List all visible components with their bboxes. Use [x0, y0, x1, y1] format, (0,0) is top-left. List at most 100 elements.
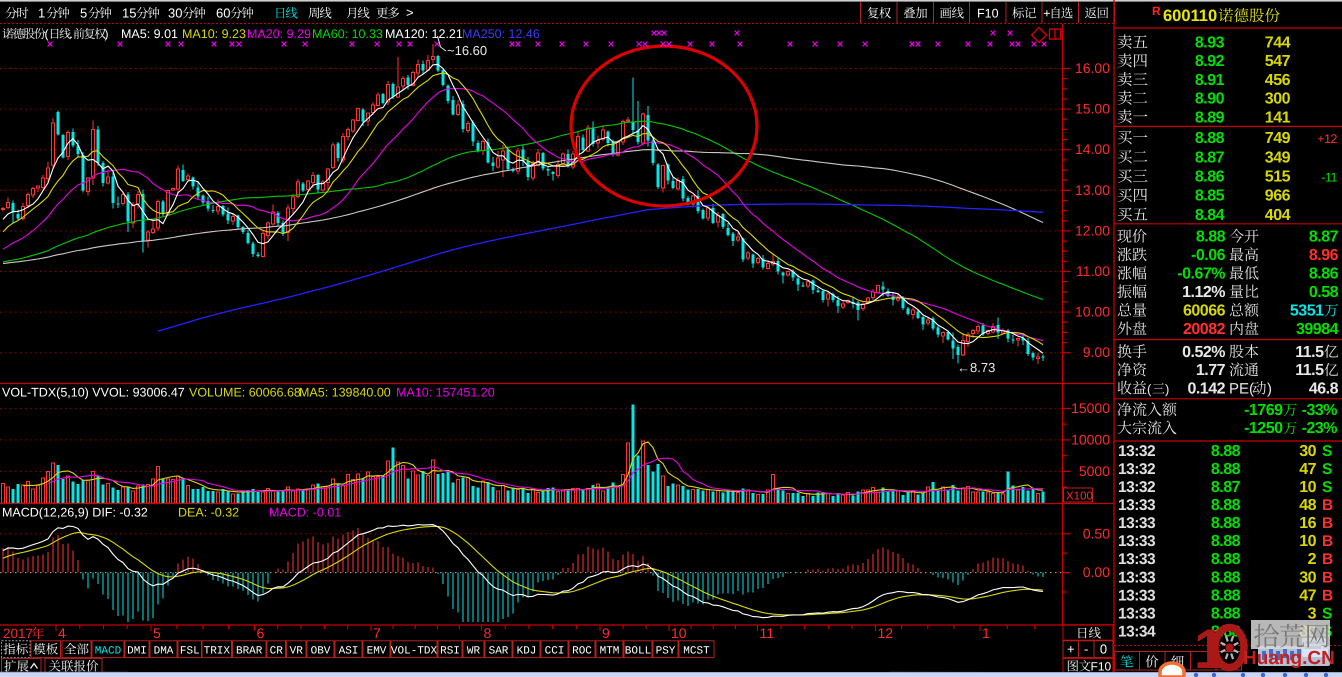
svg-text:Huang.CN: Huang.CN — [1243, 648, 1335, 669]
svg-text:13:33: 13:33 — [1118, 533, 1156, 550]
svg-text:0: 0 — [1100, 641, 1107, 656]
svg-text:5: 5 — [153, 625, 161, 641]
svg-text:8.87: 8.87 — [1309, 229, 1339, 246]
svg-text:5: 5 — [80, 6, 87, 21]
svg-text:600110: 600110 — [1163, 7, 1217, 25]
svg-text:8.88: 8.88 — [1211, 443, 1241, 460]
svg-text:1: 1 — [38, 6, 45, 21]
svg-text:8.92: 8.92 — [1195, 53, 1225, 70]
svg-text:EMV: EMV — [367, 645, 387, 657]
svg-text:12: 12 — [878, 625, 894, 641]
svg-text:8.87: 8.87 — [1211, 479, 1241, 496]
svg-text:MA5: 139840.00: MA5: 139840.00 — [299, 386, 391, 400]
svg-text:(: ( — [1147, 381, 1152, 396]
svg-text:8.88: 8.88 — [1211, 497, 1241, 514]
svg-text:60: 60 — [216, 6, 230, 21]
svg-text:3: 3 — [1308, 605, 1317, 622]
svg-text:VOL-TDX: VOL-TDX — [391, 645, 438, 657]
svg-text:B: B — [1322, 587, 1333, 604]
svg-text:6: 6 — [257, 625, 265, 641]
svg-text:8.96: 8.96 — [1309, 247, 1339, 264]
svg-text:12.00: 12.00 — [1075, 222, 1110, 238]
svg-text:MCST: MCST — [683, 645, 710, 657]
svg-text:8.88: 8.88 — [1196, 229, 1226, 246]
svg-text:0.00: 0.00 — [1083, 564, 1110, 580]
svg-text:966: 966 — [1265, 188, 1291, 205]
svg-text:9: 9 — [602, 625, 610, 641]
svg-text:FSL: FSL — [180, 645, 200, 657]
svg-text:60066: 60066 — [1183, 303, 1226, 320]
svg-text:10.00: 10.00 — [1075, 304, 1110, 320]
svg-text:DMI: DMI — [127, 645, 147, 657]
svg-text:10: 10 — [1299, 479, 1316, 496]
svg-text:MA10: 9.23: MA10: 9.23 — [182, 27, 246, 41]
svg-text:RSI: RSI — [440, 645, 460, 657]
svg-text:0.142: 0.142 — [1187, 380, 1225, 397]
svg-text:MA120: 12.21: MA120: 12.21 — [385, 27, 463, 41]
svg-text:B: B — [1322, 533, 1333, 550]
svg-text:46.8: 46.8 — [1309, 380, 1339, 397]
svg-text:8.93: 8.93 — [1195, 35, 1225, 52]
svg-text:+12: +12 — [1317, 132, 1337, 146]
svg-text:-1250: -1250 — [1244, 420, 1283, 437]
svg-text:13:33: 13:33 — [1118, 605, 1156, 622]
svg-text:13:33: 13:33 — [1118, 551, 1156, 568]
svg-text:1: 1 — [982, 625, 990, 641]
svg-text:MA5: 9.01: MA5: 9.01 — [121, 27, 178, 41]
svg-text:8.90: 8.90 — [1195, 91, 1225, 108]
svg-text:KDJ: KDJ — [517, 645, 537, 657]
svg-text:BRAR: BRAR — [236, 645, 263, 657]
svg-text:CR: CR — [270, 645, 284, 657]
svg-text:0.50: 0.50 — [1083, 525, 1110, 541]
svg-text:547: 547 — [1265, 53, 1291, 70]
svg-text:DEA: -0.32: DEA: -0.32 — [178, 506, 239, 520]
svg-text:S: S — [1322, 461, 1332, 478]
svg-text:8.88: 8.88 — [1211, 515, 1241, 532]
svg-text:S: S — [1322, 479, 1332, 496]
svg-text:349: 349 — [1265, 149, 1291, 166]
svg-text:16.00: 16.00 — [1075, 60, 1110, 76]
svg-text:2: 2 — [1308, 551, 1317, 568]
svg-text:B: B — [1322, 551, 1333, 568]
svg-text:8.88: 8.88 — [1211, 533, 1241, 550]
svg-text:): ) — [1165, 381, 1169, 396]
svg-text:5000: 5000 — [1079, 463, 1110, 479]
svg-text:MTM: MTM — [600, 645, 620, 657]
svg-text:CCI: CCI — [545, 645, 565, 657]
svg-text:MACD: MACD — [95, 645, 122, 657]
svg-text:15.00: 15.00 — [1075, 101, 1110, 117]
svg-text:MA250: 12.46: MA250: 12.46 — [462, 27, 540, 41]
svg-text:5351: 5351 — [1290, 303, 1324, 320]
svg-text:8.88: 8.88 — [1211, 605, 1241, 622]
svg-text:15: 15 — [122, 6, 136, 21]
svg-text:+: + — [1067, 641, 1075, 656]
svg-text:11: 11 — [760, 625, 775, 641]
svg-text:PSY: PSY — [656, 645, 676, 657]
svg-text:MACD(12,26,9) DIF: -0.32: MACD(12,26,9) DIF: -0.32 — [2, 506, 148, 520]
svg-text:(: ( — [45, 27, 49, 41]
svg-text:BOLL: BOLL — [625, 645, 651, 657]
svg-text:0.58: 0.58 — [1309, 284, 1339, 301]
svg-text:WR: WR — [467, 645, 481, 657]
svg-text:>: > — [406, 5, 414, 20]
svg-text:47: 47 — [1299, 461, 1316, 478]
svg-text:11.5: 11.5 — [1295, 344, 1324, 361]
svg-text:8.85: 8.85 — [1195, 188, 1225, 205]
svg-text:8.88: 8.88 — [1211, 569, 1241, 586]
svg-text:TRIX: TRIX — [204, 645, 231, 657]
svg-text:MA60: 10.33: MA60: 10.33 — [312, 27, 383, 41]
svg-text:4: 4 — [58, 625, 66, 641]
svg-text:B: B — [1322, 515, 1333, 532]
svg-text:15000: 15000 — [1071, 400, 1110, 416]
svg-text:13:32: 13:32 — [1118, 461, 1155, 478]
svg-text:7: 7 — [373, 625, 381, 641]
svg-text:10: 10 — [1299, 533, 1316, 550]
svg-text:~16.60: ~16.60 — [447, 43, 487, 58]
svg-text:141: 141 — [1265, 109, 1291, 126]
svg-text:-0.67%: -0.67% — [1177, 266, 1225, 283]
svg-text:-11: -11 — [1321, 171, 1337, 185]
svg-text:F10: F10 — [977, 7, 999, 21]
svg-text:ASI: ASI — [339, 645, 359, 657]
svg-text:8.84: 8.84 — [1195, 207, 1225, 224]
svg-text:30: 30 — [168, 6, 182, 21]
